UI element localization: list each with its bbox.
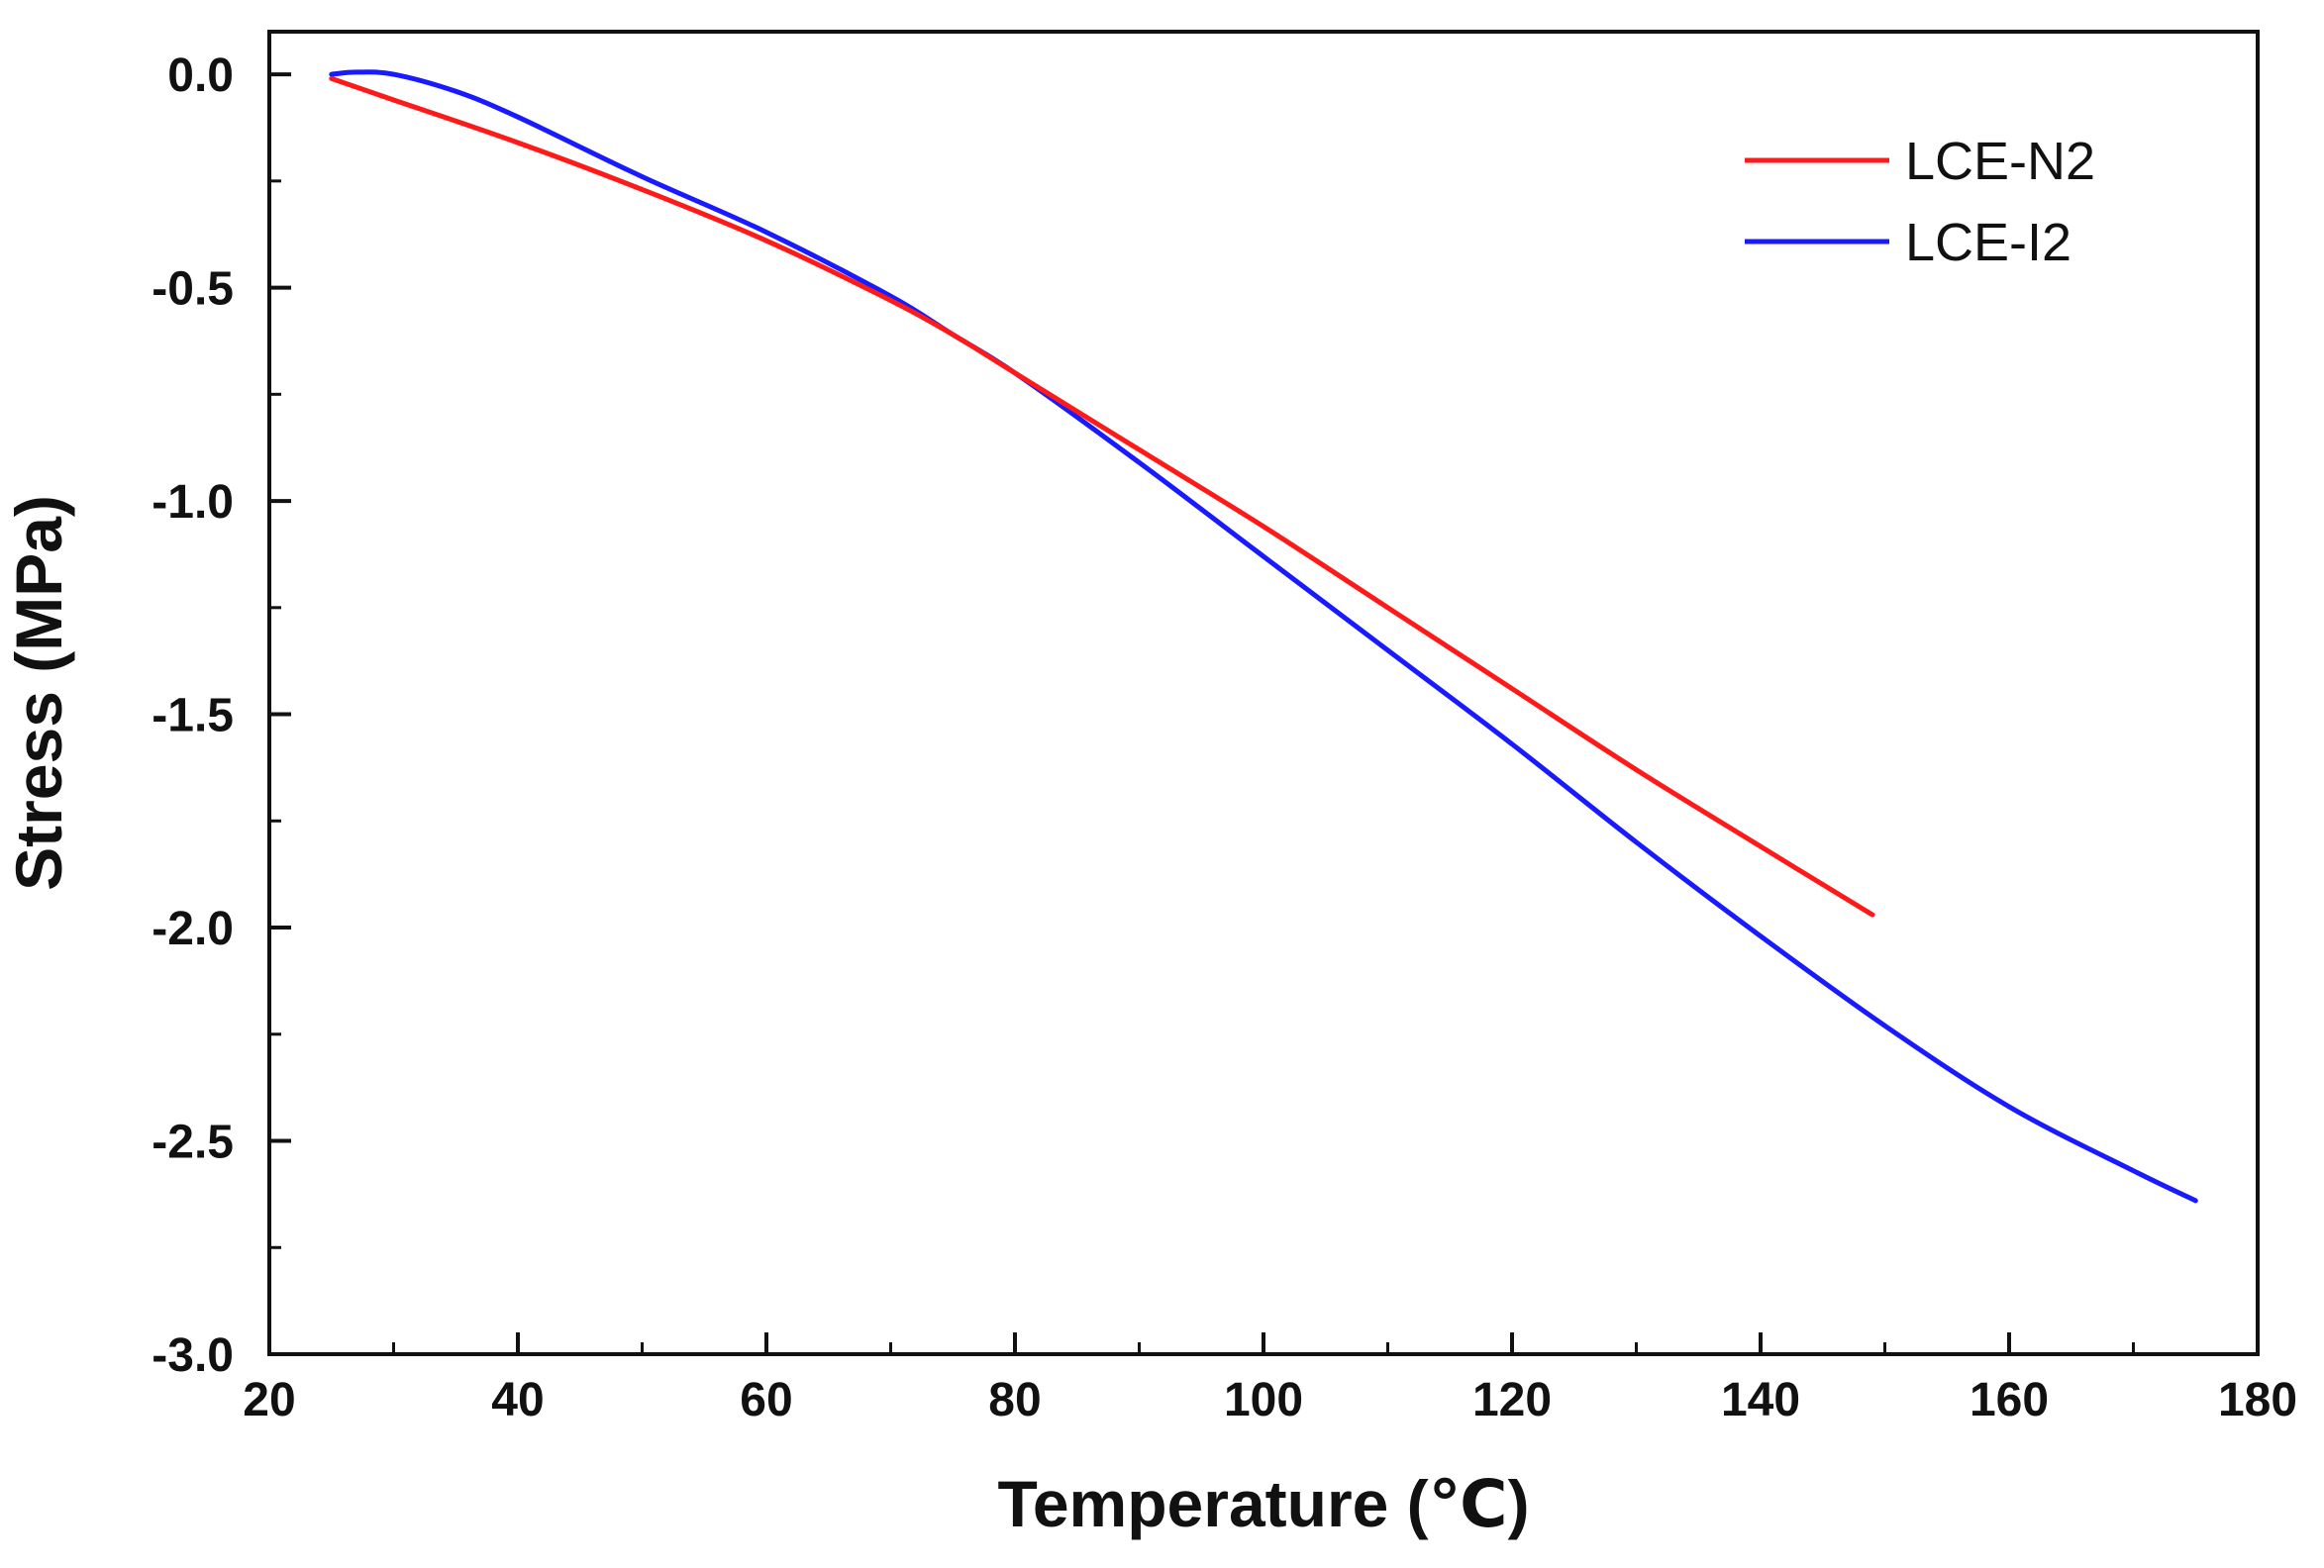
legend-label-lce-n2: LCE-N2 bbox=[1905, 132, 2095, 191]
series-line-lce-i2 bbox=[329, 69, 2198, 1204]
y-tick-label: -1.5 bbox=[152, 690, 234, 742]
y-axis-title: Stress (MPa) bbox=[2, 495, 75, 891]
ticks-layer bbox=[267, 72, 2260, 1356]
x-tick-label: 140 bbox=[1721, 1374, 1800, 1426]
labels-layer: 20 40 60 80 100 120 140 160 180 0.0 -0.5 -1.0 -1.5 -2… bbox=[152, 49, 2297, 1426]
x-tick-label: 40 bbox=[491, 1374, 544, 1426]
x-tick-label: 60 bbox=[740, 1374, 792, 1426]
legend-label-lce-i2: LCE-I2 bbox=[1905, 213, 2071, 272]
x-axis-title: Temperature (℃) bbox=[997, 1467, 1529, 1540]
x-tick-label: 120 bbox=[1472, 1374, 1552, 1426]
legend: LCE-N2 LCE-I2 bbox=[1745, 132, 2095, 272]
y-tick-label: 0.0 bbox=[167, 49, 234, 102]
series-layer bbox=[329, 69, 2198, 1204]
x-tick-label: 100 bbox=[1224, 1374, 1303, 1426]
series-line-lce-n2 bbox=[329, 75, 1875, 918]
y-tick-label: -3.0 bbox=[152, 1329, 234, 1382]
plot-frame bbox=[267, 30, 2260, 1356]
y-tick-label: -2.5 bbox=[152, 1117, 234, 1169]
y-tick-label: -2.0 bbox=[152, 903, 234, 955]
x-tick-label: 180 bbox=[2218, 1374, 2297, 1426]
x-tick-label: 160 bbox=[1970, 1374, 2049, 1426]
y-tick-label: -1.0 bbox=[152, 476, 234, 529]
y-tick-label: -0.5 bbox=[152, 263, 234, 316]
x-tick-label: 20 bbox=[243, 1374, 295, 1426]
x-tick-label: 80 bbox=[988, 1374, 1041, 1426]
